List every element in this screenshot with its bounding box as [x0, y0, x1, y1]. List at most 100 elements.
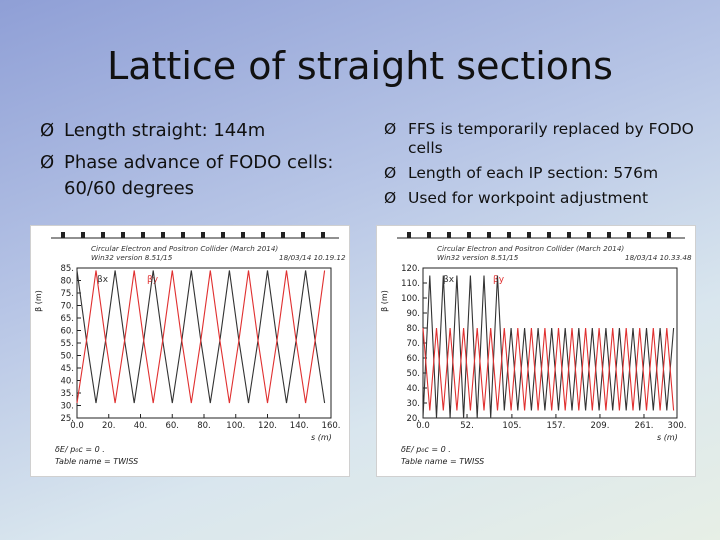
y-tick-label: 20. — [406, 414, 420, 424]
lattice-element — [81, 232, 85, 238]
y-tick-label: 65. — [60, 314, 74, 324]
plot-header-date: 18/03/14 10.33.48 — [625, 253, 692, 262]
y-tick-label: 70. — [406, 339, 420, 349]
y-tick-label: 85. — [60, 264, 74, 274]
lattice-element — [201, 232, 205, 238]
plot-footer-table: Table name = TWISS — [401, 457, 484, 466]
right-beta-plot: Circular Electron and Positron Collider … — [376, 225, 696, 477]
lattice-element — [447, 232, 451, 238]
left-bullet-2: Ø Phase advance of FODO cells: 60/60 deg… — [40, 150, 340, 202]
lattice-element — [241, 232, 245, 238]
arrow-bullet-icon: Ø — [384, 164, 397, 182]
lattice-element — [61, 232, 65, 238]
y-tick-label: 55. — [60, 339, 74, 349]
lattice-element — [667, 232, 671, 238]
lattice-element — [547, 232, 551, 238]
y-tick-label: 70. — [60, 302, 74, 312]
y-tick-label: 40. — [406, 384, 420, 394]
x-tick-label: 80. — [197, 421, 211, 431]
plot-header-version: Win32 version 8.51/15 — [437, 253, 519, 262]
legend-beta-y: βy — [147, 275, 159, 285]
lattice-element — [221, 232, 225, 238]
legend-beta-y: βy — [493, 275, 505, 285]
lattice-element — [301, 232, 305, 238]
lattice-element — [627, 232, 631, 238]
x-tick-label: 20. — [102, 421, 116, 431]
lattice-element — [161, 232, 165, 238]
x-tick-label: 261. — [635, 421, 654, 431]
right-bullet-1-text: FFS is temporarily replaced by FODO cell… — [408, 120, 694, 157]
y-tick-label: 35. — [60, 389, 74, 399]
legend-beta-x: βx — [97, 275, 109, 285]
plot-footer-param: δE/ p₀c = 0 . — [401, 445, 451, 454]
right-bullet-list: Ø FFS is temporarily replaced by FODO ce… — [384, 120, 704, 214]
legend-beta-x: βx — [443, 275, 455, 285]
x-tick-label: 40. — [134, 421, 148, 431]
lattice-element — [121, 232, 125, 238]
right-beta-plot-svg: Circular Electron and Positron Collider … — [380, 232, 692, 466]
x-tick-label: 120. — [258, 421, 277, 431]
lattice-element — [141, 232, 145, 238]
x-tick-label: 0.0 — [70, 421, 84, 431]
right-bullet-3: Ø Used for workpoint adjustment — [384, 189, 704, 208]
left-bullet-1: Ø Length straight: 144m — [40, 118, 340, 144]
lattice-element — [607, 232, 611, 238]
y-tick-label: 120. — [401, 264, 420, 274]
lattice-element — [321, 232, 325, 238]
lattice-element — [587, 232, 591, 238]
y-tick-label: 75. — [60, 289, 74, 299]
lattice-element — [647, 232, 651, 238]
lattice-element — [567, 232, 571, 238]
x-axis-label: s (m) — [311, 433, 332, 442]
series-line-beta-y — [76, 270, 326, 404]
right-bullet-3-text: Used for workpoint adjustment — [408, 189, 649, 207]
arrow-bullet-icon: Ø — [40, 152, 55, 173]
y-tick-label: 80. — [406, 324, 420, 334]
x-tick-label: 60. — [165, 421, 179, 431]
y-tick-label: 30. — [60, 402, 74, 412]
arrow-bullet-icon: Ø — [384, 120, 397, 138]
x-axis-label: s (m) — [657, 433, 678, 442]
plot-frame — [76, 267, 332, 419]
x-tick-label: 160. — [322, 421, 341, 431]
left-bullet-2-text: Phase advance of FODO cells: 60/60 degre… — [64, 152, 334, 199]
left-beta-plot-svg: Circular Electron and Positron Collider … — [34, 232, 346, 466]
series-line-beta-x — [422, 275, 675, 419]
x-tick-label: 157. — [546, 421, 565, 431]
plot-footer-param: δE/ p₀c = 0 . — [55, 445, 105, 454]
lattice-element — [101, 232, 105, 238]
y-tick-label: 30. — [406, 399, 420, 409]
plot-header-title: Circular Electron and Positron Collider … — [437, 244, 624, 253]
y-tick-label: 50. — [60, 352, 74, 362]
series-line-beta-y — [422, 327, 675, 411]
x-tick-label: 0.0 — [416, 421, 430, 431]
arrow-bullet-icon: Ø — [384, 189, 397, 207]
lattice-element — [281, 232, 285, 238]
plot-header-version: Win32 version 8.51/15 — [91, 253, 173, 262]
right-bullet-2-text: Length of each IP section: 576m — [408, 164, 659, 182]
y-tick-label: 110. — [401, 279, 420, 289]
lattice-element — [427, 232, 431, 238]
x-tick-label: 100. — [226, 421, 245, 431]
y-axis-label: β (m) — [380, 290, 389, 312]
y-tick-label: 100. — [401, 294, 420, 304]
lattice-element — [181, 232, 185, 238]
lattice-element — [467, 232, 471, 238]
plot-header-date: 18/03/14 10.19.12 — [279, 253, 346, 262]
x-tick-label: 105. — [502, 421, 521, 431]
right-bullet-2: Ø Length of each IP section: 576m — [384, 164, 704, 183]
plot-header-title: Circular Electron and Positron Collider … — [91, 244, 278, 253]
y-tick-label: 40. — [60, 377, 74, 387]
x-tick-label: 140. — [290, 421, 309, 431]
lattice-element — [487, 232, 491, 238]
y-tick-label: 60. — [60, 327, 74, 337]
left-bullet-1-text: Length straight: 144m — [64, 120, 266, 141]
y-tick-label: 90. — [406, 309, 420, 319]
left-beta-plot: Circular Electron and Positron Collider … — [30, 225, 350, 477]
lattice-element — [527, 232, 531, 238]
y-tick-label: 80. — [60, 277, 74, 287]
x-tick-label: 52. — [460, 421, 474, 431]
lattice-element — [407, 232, 411, 238]
y-tick-label: 50. — [406, 369, 420, 379]
x-tick-label: 300. — [668, 421, 687, 431]
